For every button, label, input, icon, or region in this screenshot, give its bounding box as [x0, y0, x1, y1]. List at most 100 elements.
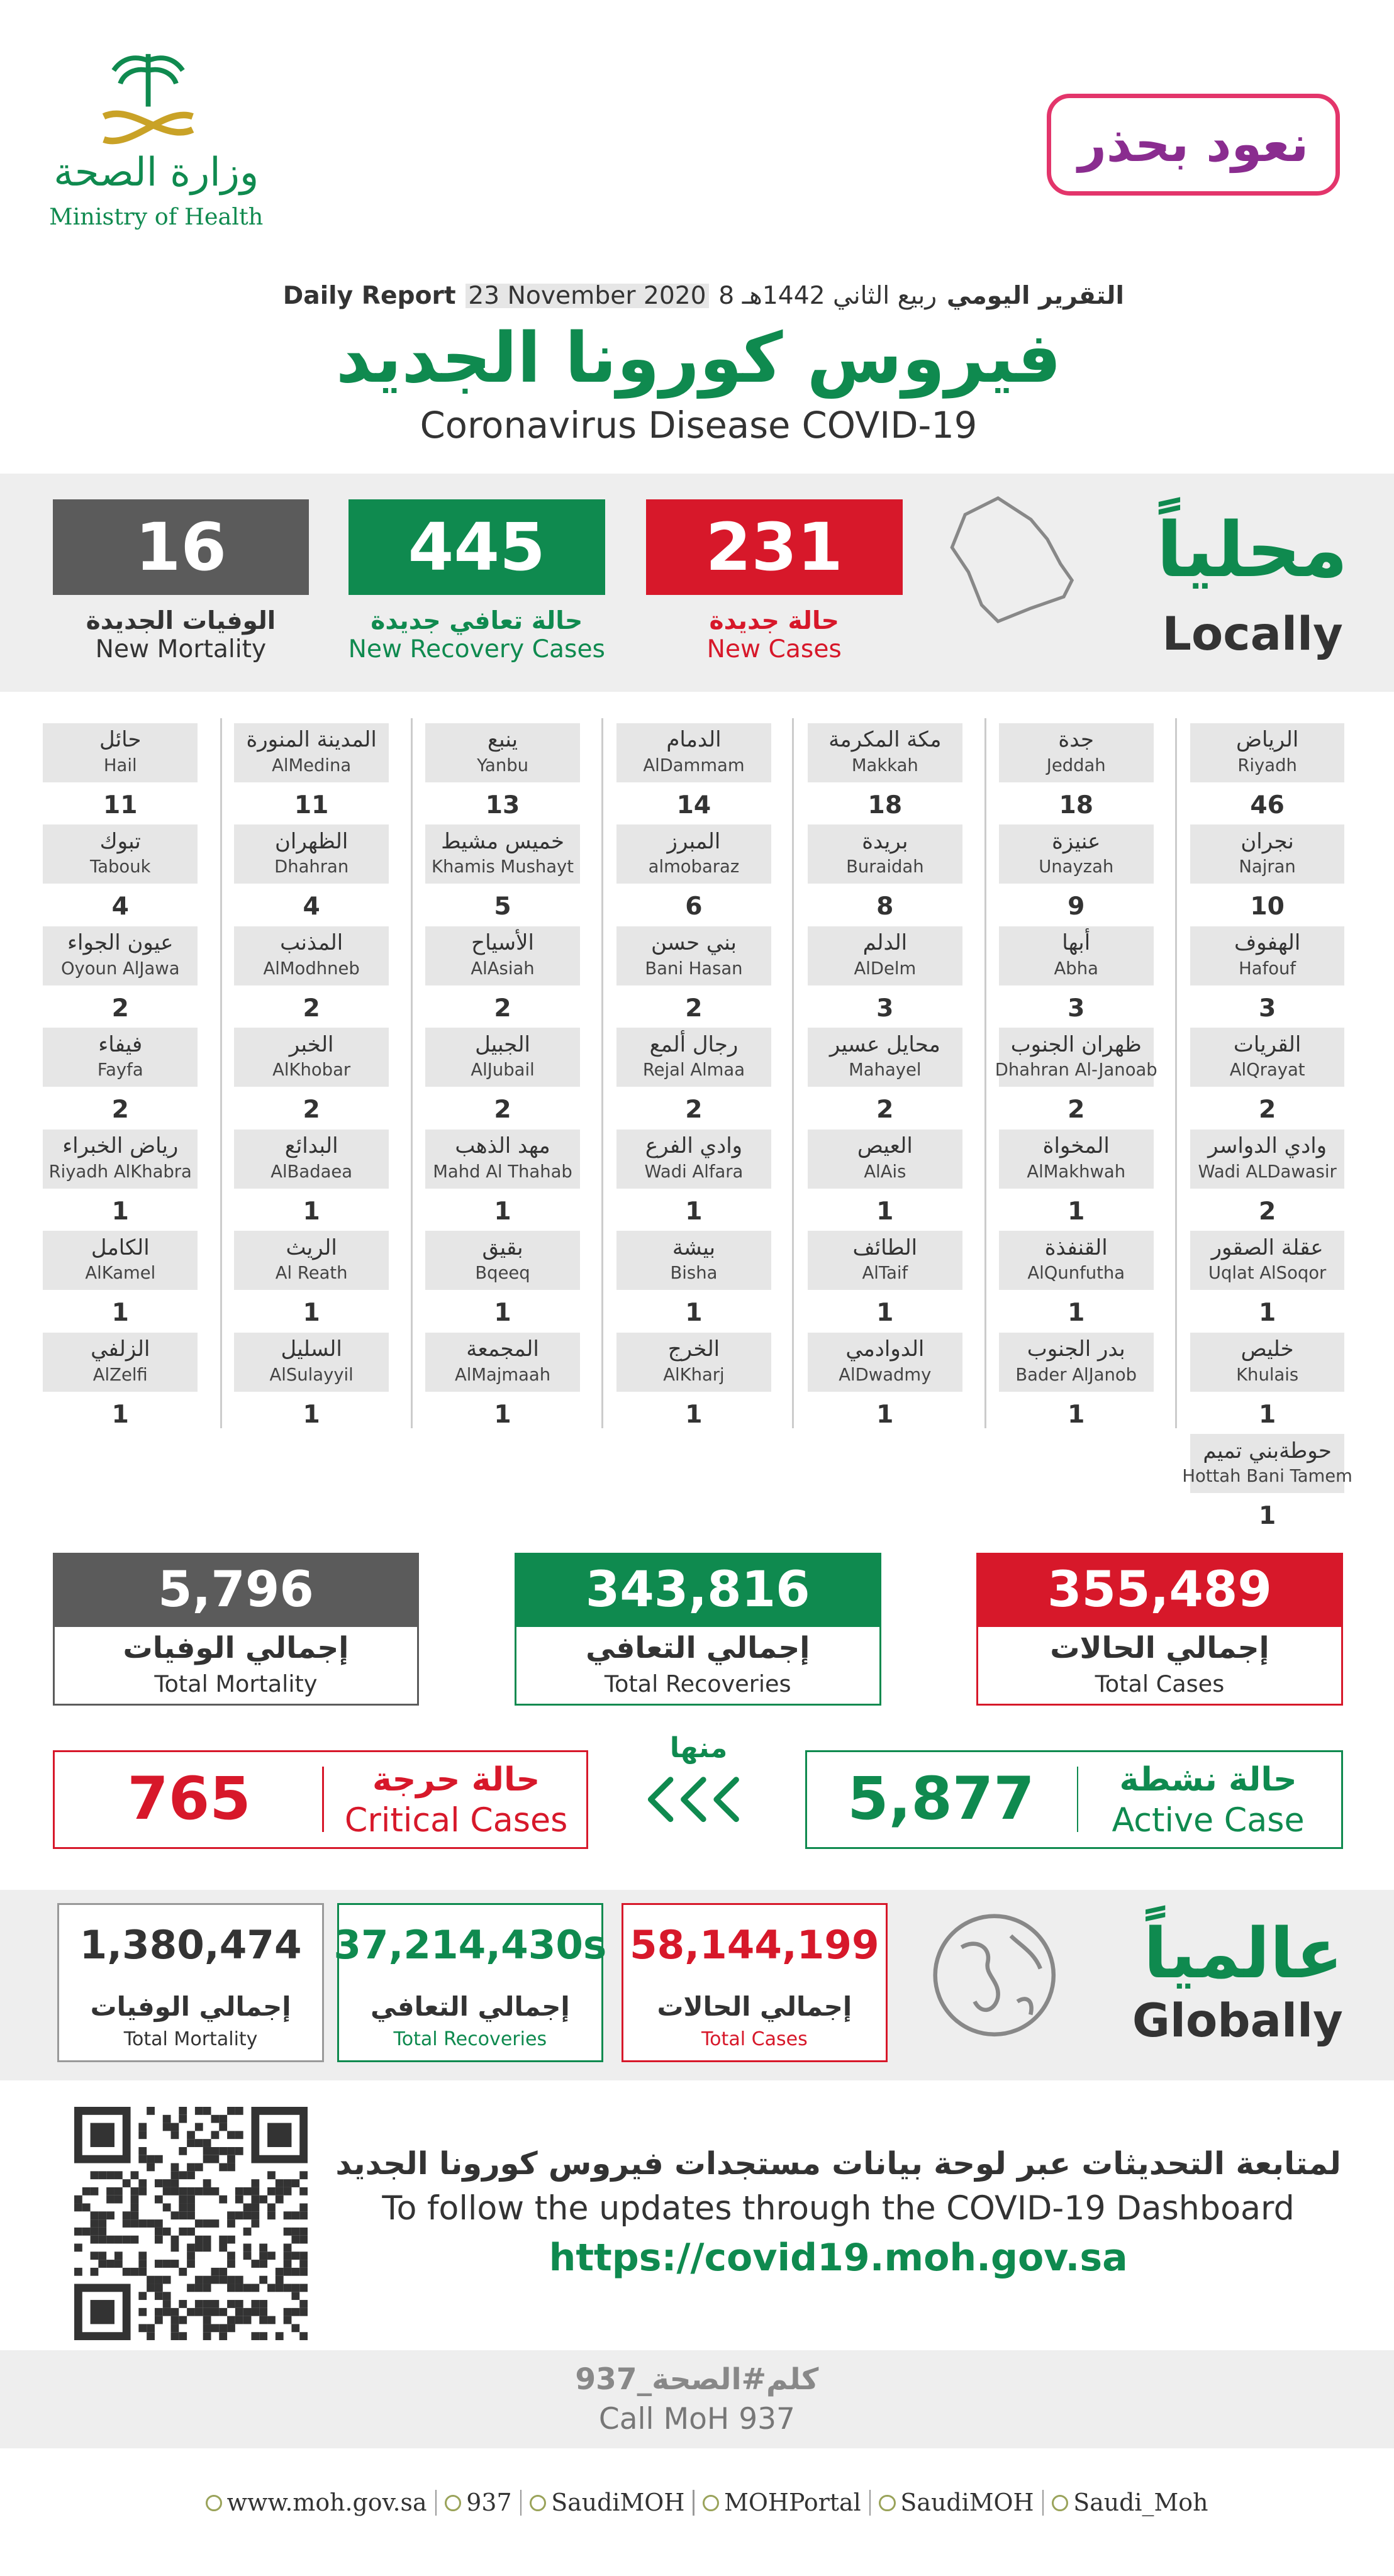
city-box [234, 1332, 389, 1392]
global-value: 58,144,199 [630, 1922, 879, 1968]
city-name-en: AlDelm [854, 958, 917, 979]
city-name-ar: الريث [286, 1235, 337, 1260]
city-name-ar: الرياض [1235, 727, 1299, 753]
city-name-en: Hafouf [1239, 958, 1296, 979]
city-name-en: Makkah [851, 755, 918, 775]
city-name-ar: البدائع [284, 1133, 338, 1159]
title-ar: فيروس كورونا الجديد [335, 317, 1062, 398]
city-count: 2 [111, 994, 129, 1023]
link-icon [530, 2494, 547, 2511]
city-name-ar: وادي الدواسر [1208, 1133, 1327, 1159]
city-name-en: AlMajmaah [454, 1365, 551, 1385]
critical-label-ar: حالة حرجة [372, 1760, 540, 1799]
city-box [1190, 1434, 1345, 1494]
footer-link[interactable]: MOHPortal [724, 2488, 861, 2516]
city-box [808, 926, 962, 985]
city-box [43, 1332, 198, 1392]
city-box [234, 1028, 389, 1087]
global-box [621, 1902, 888, 2063]
footer-link[interactable]: Saudi_Moh [1073, 2488, 1208, 2516]
dashboard-text-en: To follow the updates through the COVID-… [382, 2189, 1295, 2228]
city-name-en: Khamis Mushayt [432, 857, 574, 877]
call-text-ar: كلم#الصحة_937 [575, 2362, 819, 2397]
total-label-ar: إجمالي التعافي [586, 1631, 810, 1666]
city-name-ar: المخواة [1042, 1133, 1110, 1159]
city-box [43, 1028, 198, 1087]
city-box [1190, 723, 1345, 782]
city-count: 9 [1068, 892, 1085, 921]
qr-code [74, 2106, 308, 2340]
local-label-ar: محلياً [1156, 506, 1348, 595]
city-name-ar: الزلفي [91, 1336, 150, 1362]
city-box [43, 824, 198, 884]
city-name-en: AlKharj [663, 1365, 725, 1385]
global-box [337, 1902, 603, 2063]
local-box: 445 [348, 499, 605, 595]
ministry-name-ar: وزارة الصحة [53, 149, 259, 195]
footer-link[interactable]: SaudiMOH [551, 2488, 685, 2516]
globe-icon [933, 1914, 1056, 2037]
total-value: 343,816 [514, 1553, 881, 1627]
local-label-en: New Mortality [95, 635, 267, 663]
city-name-en: Riyadh AlKhabra [48, 1162, 192, 1182]
city-box [808, 1332, 962, 1392]
active-label-en: Active Case [1112, 1801, 1305, 1840]
city-name-ar: عنيزة [1052, 828, 1101, 854]
of-which: منها [669, 1732, 728, 1765]
city-count: 1 [876, 1197, 894, 1226]
city-name-en: Mahd Al Thahab [433, 1162, 572, 1182]
city-name-en: AlQrayat [1229, 1060, 1305, 1080]
city-count: 10 [1250, 892, 1285, 921]
city-name-ar: القريات [1233, 1031, 1302, 1057]
city-count: 1 [1068, 1400, 1085, 1429]
city-name-en: Hail [103, 755, 137, 775]
footer-link[interactable]: www.moh.gov.sa [226, 2488, 427, 2516]
city-box [43, 926, 198, 985]
city-name-en: Bader AlJanob [1015, 1365, 1137, 1385]
city-count: 2 [876, 1096, 894, 1124]
city-count: 18 [867, 791, 903, 819]
footer-links: www.moh.gov.sa 937 SaudiMOH MOHPortal SaudiM… [198, 2482, 1217, 2524]
column-divider [411, 718, 413, 1428]
city-name-en: Mahayel [849, 1060, 922, 1080]
city-box [808, 723, 962, 782]
ministry-logo [102, 54, 194, 145]
city-count: 2 [1258, 1197, 1276, 1226]
city-name-en: AlQunfutha [1027, 1263, 1125, 1284]
city-name-ar: بدر الجنوب [1027, 1336, 1125, 1362]
city-name-en: AlDammam [643, 755, 745, 775]
city-name-ar: مهد الذهب [455, 1133, 550, 1159]
city-name-ar: المبرز [667, 828, 721, 854]
global-label-en: Globally [1132, 1994, 1343, 2048]
city-name-ar: جدة [1058, 727, 1095, 753]
city-name-ar: الخرج [667, 1336, 720, 1362]
city-count: 13 [485, 791, 520, 819]
city-name-ar: الكامل [91, 1235, 150, 1260]
title-en: Coronavirus Disease COVID-19 [420, 404, 978, 447]
city-name-ar: العيص [857, 1133, 913, 1159]
city-count: 14 [676, 791, 711, 819]
city-name-ar: الدمام [666, 727, 722, 753]
city-name-en: Dhahran [274, 857, 349, 877]
global-value: 37,214,430s [333, 1922, 607, 1968]
arrows [648, 1777, 740, 1823]
city-count: 2 [303, 1096, 320, 1124]
city-count: 2 [685, 1096, 703, 1124]
global-box [57, 1902, 324, 2063]
city-box [616, 824, 771, 884]
city-count: 1 [1068, 1299, 1085, 1328]
city-count: 2 [1068, 1096, 1085, 1124]
city-count: 1 [111, 1299, 129, 1328]
report-text: 8 ربيع الثاني 1442هـ [718, 281, 937, 310]
city-count: 1 [876, 1400, 894, 1429]
city-count: 1 [1068, 1197, 1085, 1226]
footer-link[interactable]: SaudiMOH [900, 2488, 1034, 2516]
city-name-ar: المذنب [280, 930, 343, 956]
city-name-en: Rejal Almaa [642, 1060, 745, 1080]
city-count: 2 [1258, 1096, 1276, 1124]
city-count: 3 [1258, 994, 1276, 1023]
city-name-en: AlAsiah [471, 958, 535, 979]
dashboard-url: https://covid19.moh.gov.sa [549, 2236, 1128, 2280]
saudi-map [949, 496, 1074, 623]
footer-link[interactable]: 937 [466, 2488, 512, 2516]
